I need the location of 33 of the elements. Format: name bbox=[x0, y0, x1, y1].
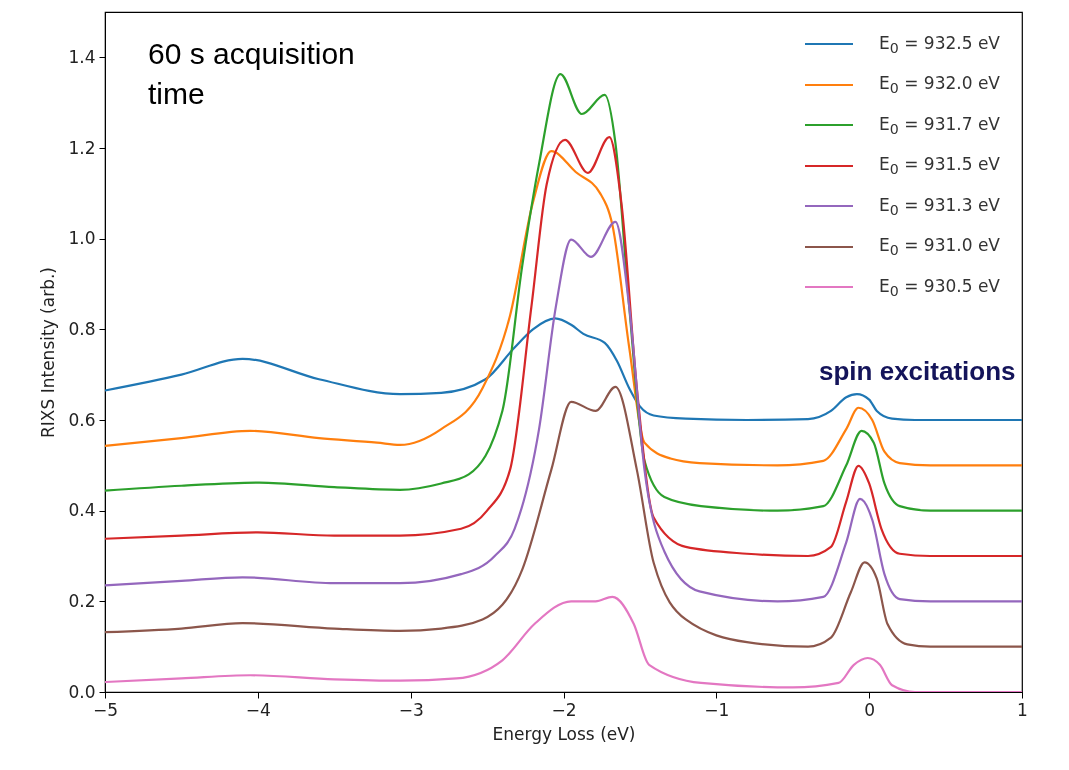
legend-label: E$_{0}$ = 932.5 eV bbox=[879, 32, 1000, 56]
y-tick-label: 1.2 bbox=[68, 137, 96, 158]
y-tick-label: 0.0 bbox=[68, 681, 96, 702]
x-tick-label: −2 bbox=[551, 699, 577, 720]
x-axis-title: Energy Loss (eV) bbox=[492, 723, 636, 744]
x-tick-label: −3 bbox=[398, 699, 424, 720]
x-tick-label: −1 bbox=[704, 699, 730, 720]
line-series bbox=[105, 73, 1022, 512]
annotation: spin excitations bbox=[819, 356, 1016, 386]
line-series bbox=[105, 220, 1022, 603]
legend-label: E$_{0}$ = 931.0 eV bbox=[879, 235, 1000, 259]
line-series bbox=[105, 385, 1022, 648]
line-series bbox=[105, 136, 1022, 558]
x-tick-label: 0 bbox=[864, 699, 876, 720]
legend-label: E$_{0}$ = 931.5 eV bbox=[879, 154, 1000, 178]
x-tick-label: −4 bbox=[245, 699, 271, 720]
y-tick-label: 1.4 bbox=[68, 46, 96, 67]
annotation: 60 s acquisition time bbox=[148, 37, 355, 110]
line-series bbox=[105, 317, 1022, 422]
y-axis-title: RIXS Intensity (arb.) bbox=[38, 267, 59, 438]
legend-label: E$_{0}$ = 930.5 eV bbox=[879, 275, 1000, 299]
y-tick-label: 0.4 bbox=[68, 500, 96, 521]
y-tick-label: 0.2 bbox=[68, 590, 96, 611]
y-tick-label: 1.0 bbox=[68, 228, 96, 249]
y-tick-label: 0.8 bbox=[68, 318, 96, 339]
x-tick-label: −5 bbox=[92, 699, 119, 720]
line-series bbox=[105, 595, 1022, 692]
line-series bbox=[105, 150, 1022, 467]
legend-label: E$_{0}$ = 932.0 eV bbox=[879, 73, 1000, 97]
legend-label: E$_{0}$ = 931.7 eV bbox=[879, 113, 1000, 137]
x-tick-label: 1 bbox=[1017, 699, 1028, 720]
legend-label: E$_{0}$ = 931.3 eV bbox=[879, 194, 1000, 218]
y-tick-label: 0.6 bbox=[68, 409, 96, 430]
